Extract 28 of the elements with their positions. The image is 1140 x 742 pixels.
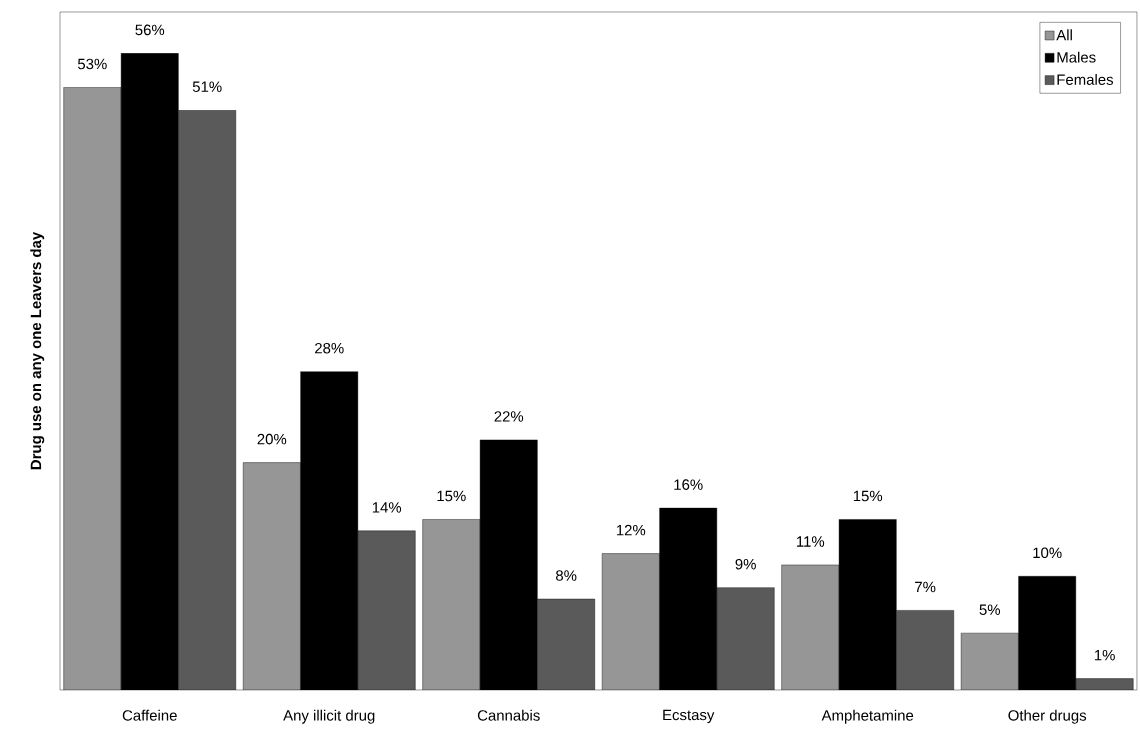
x-tick-label: Cannabis (477, 709, 540, 721)
y-axis-title: Drug use on any one Leavers day (30, 231, 45, 470)
data-label: 20% (257, 433, 287, 445)
data-label: 8% (556, 570, 577, 581)
x-tick-label: Caffeine (122, 709, 177, 721)
data-label: 1% (1094, 649, 1115, 661)
legend-label: Females (1057, 73, 1114, 85)
data-label: 12% (616, 524, 646, 536)
data-label: 15% (853, 490, 883, 502)
data-label: 53% (77, 58, 107, 70)
data-label: 51% (192, 81, 222, 92)
x-tick-label: Other drugs (1008, 709, 1087, 724)
data-label: 14% (372, 502, 402, 513)
data-label: 22% (494, 411, 524, 422)
data-label: 15% (437, 490, 466, 502)
data-label: 10% (1033, 547, 1062, 559)
legend-label: All (1056, 29, 1072, 41)
data-label: 28% (315, 342, 344, 354)
x-tick-label: Ecstasy (663, 709, 715, 724)
data-label: 7% (915, 581, 936, 593)
x-tick-label: Amphetamine (821, 709, 914, 724)
data-label: 5% (979, 604, 1001, 615)
data-label: 56% (135, 24, 165, 36)
data-label: 16% (674, 479, 703, 490)
data-label: 9% (735, 558, 756, 570)
data-label: 11% (797, 536, 825, 547)
x-tick-label: Any illicit drug (283, 709, 375, 724)
legend-label: Males (1057, 51, 1096, 63)
